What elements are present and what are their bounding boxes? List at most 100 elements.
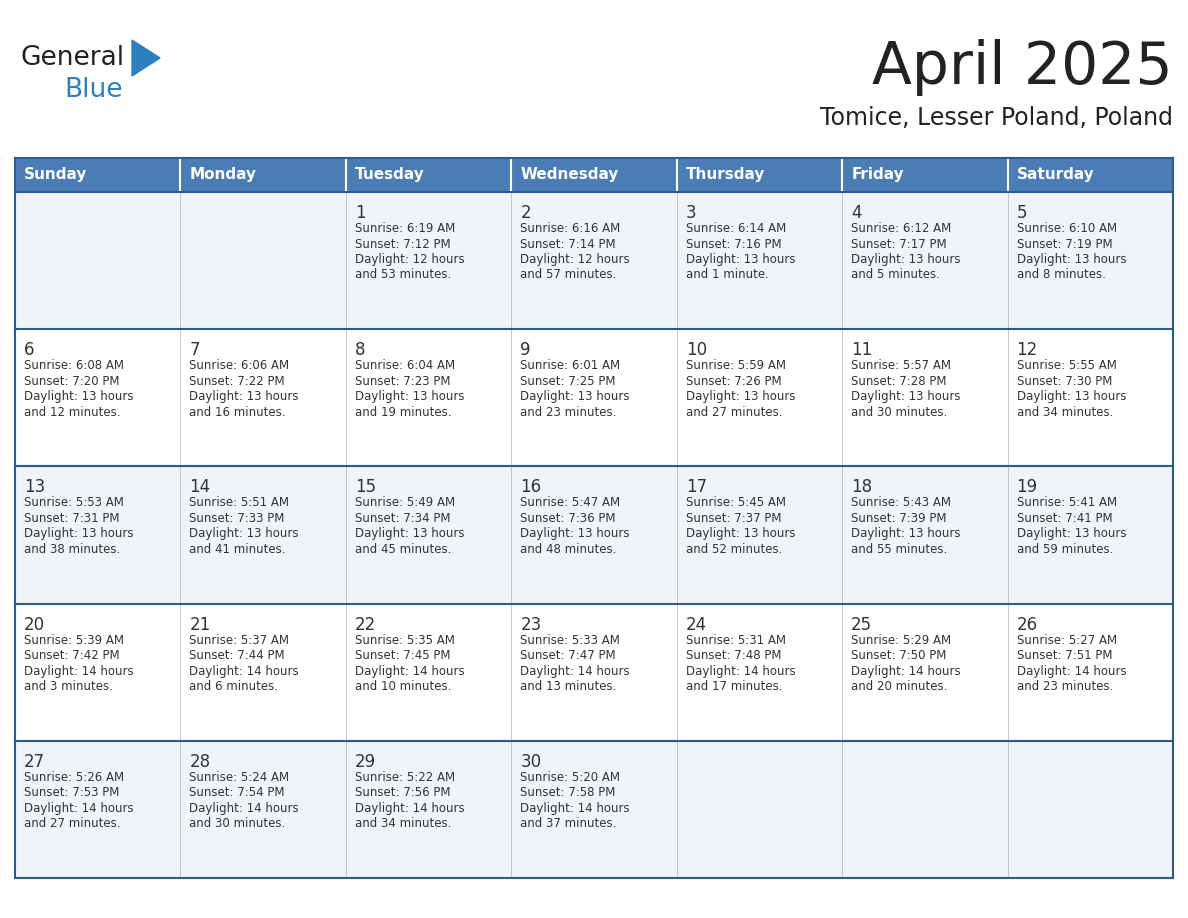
Text: Daylight: 14 hours: Daylight: 14 hours (189, 665, 299, 677)
Text: 2: 2 (520, 204, 531, 222)
Bar (677, 741, 842, 878)
Text: Daylight: 13 hours: Daylight: 13 hours (520, 528, 630, 541)
Text: and 38 minutes.: and 38 minutes. (24, 543, 120, 556)
Bar (346, 741, 511, 878)
Bar (15, 330, 181, 466)
Text: 3: 3 (685, 204, 696, 222)
Text: and 13 minutes.: and 13 minutes. (520, 680, 617, 693)
Text: Daylight: 14 hours: Daylight: 14 hours (1017, 665, 1126, 677)
Text: and 20 minutes.: and 20 minutes. (851, 680, 948, 693)
Text: Daylight: 13 hours: Daylight: 13 hours (520, 390, 630, 403)
Text: Sunrise: 6:06 AM: Sunrise: 6:06 AM (189, 359, 290, 372)
Text: and 23 minutes.: and 23 minutes. (1017, 680, 1113, 693)
Text: Sunrise: 6:10 AM: Sunrise: 6:10 AM (1017, 222, 1117, 235)
Text: Sunrise: 6:14 AM: Sunrise: 6:14 AM (685, 222, 786, 235)
Text: Sunrise: 5:45 AM: Sunrise: 5:45 AM (685, 497, 785, 509)
Text: 12: 12 (1017, 341, 1038, 359)
Text: 27: 27 (24, 753, 45, 771)
Text: Daylight: 13 hours: Daylight: 13 hours (1017, 528, 1126, 541)
Bar (511, 192, 677, 330)
Text: and 27 minutes.: and 27 minutes. (24, 817, 120, 830)
Text: Sunrise: 5:39 AM: Sunrise: 5:39 AM (24, 633, 124, 646)
Text: Sunrise: 5:27 AM: Sunrise: 5:27 AM (1017, 633, 1117, 646)
Bar (1007, 330, 1173, 466)
Bar (511, 466, 677, 604)
Text: Sunrise: 5:47 AM: Sunrise: 5:47 AM (520, 497, 620, 509)
Bar (1007, 158, 1173, 192)
Text: 21: 21 (189, 616, 210, 633)
Text: General: General (20, 45, 124, 71)
Text: 19: 19 (1017, 478, 1037, 497)
Text: and 27 minutes.: and 27 minutes. (685, 406, 782, 419)
Bar (1007, 192, 1173, 330)
Text: 28: 28 (189, 753, 210, 771)
Text: Daylight: 13 hours: Daylight: 13 hours (189, 528, 299, 541)
Bar (511, 604, 677, 741)
Bar (842, 466, 1007, 604)
Text: and 52 minutes.: and 52 minutes. (685, 543, 782, 556)
Bar (181, 604, 346, 741)
Text: Sunset: 7:42 PM: Sunset: 7:42 PM (24, 649, 120, 662)
Text: Sunset: 7:31 PM: Sunset: 7:31 PM (24, 512, 120, 525)
Text: Sunrise: 5:26 AM: Sunrise: 5:26 AM (24, 771, 124, 784)
Text: 11: 11 (851, 341, 872, 359)
Text: Sunset: 7:58 PM: Sunset: 7:58 PM (520, 787, 615, 800)
Text: Daylight: 12 hours: Daylight: 12 hours (355, 253, 465, 266)
Bar (15, 466, 181, 604)
Text: Sunset: 7:50 PM: Sunset: 7:50 PM (851, 649, 947, 662)
Text: Sunset: 7:53 PM: Sunset: 7:53 PM (24, 787, 119, 800)
Bar (15, 604, 181, 741)
Text: 6: 6 (24, 341, 34, 359)
Bar (346, 192, 511, 330)
Text: and 6 minutes.: and 6 minutes. (189, 680, 278, 693)
Text: Sunset: 7:51 PM: Sunset: 7:51 PM (1017, 649, 1112, 662)
Text: 24: 24 (685, 616, 707, 633)
Text: Daylight: 13 hours: Daylight: 13 hours (24, 390, 133, 403)
Text: Wednesday: Wednesday (520, 167, 619, 183)
Text: Daylight: 13 hours: Daylight: 13 hours (851, 390, 961, 403)
Text: Sunset: 7:47 PM: Sunset: 7:47 PM (520, 649, 615, 662)
Bar (346, 330, 511, 466)
Text: 25: 25 (851, 616, 872, 633)
Bar (181, 330, 346, 466)
Text: 5: 5 (1017, 204, 1028, 222)
Text: Sunset: 7:41 PM: Sunset: 7:41 PM (1017, 512, 1112, 525)
Text: Sunset: 7:19 PM: Sunset: 7:19 PM (1017, 238, 1112, 251)
Text: 7: 7 (189, 341, 200, 359)
Bar (181, 466, 346, 604)
Text: April 2025: April 2025 (872, 39, 1173, 96)
Text: Sunrise: 5:51 AM: Sunrise: 5:51 AM (189, 497, 290, 509)
Text: Thursday: Thursday (685, 167, 765, 183)
Text: 22: 22 (355, 616, 377, 633)
Bar (181, 158, 346, 192)
Text: Sunset: 7:56 PM: Sunset: 7:56 PM (355, 787, 450, 800)
Text: Tomice, Lesser Poland, Poland: Tomice, Lesser Poland, Poland (820, 106, 1173, 130)
Text: and 17 minutes.: and 17 minutes. (685, 680, 782, 693)
Bar (842, 192, 1007, 330)
Text: Sunrise: 5:22 AM: Sunrise: 5:22 AM (355, 771, 455, 784)
Bar (346, 158, 511, 192)
Text: Daylight: 14 hours: Daylight: 14 hours (520, 665, 630, 677)
Text: and 55 minutes.: and 55 minutes. (851, 543, 947, 556)
Text: Sunset: 7:23 PM: Sunset: 7:23 PM (355, 375, 450, 387)
Text: 18: 18 (851, 478, 872, 497)
Text: Sunset: 7:30 PM: Sunset: 7:30 PM (1017, 375, 1112, 387)
Text: Sunset: 7:28 PM: Sunset: 7:28 PM (851, 375, 947, 387)
Bar (511, 158, 677, 192)
Text: Daylight: 14 hours: Daylight: 14 hours (24, 801, 133, 815)
Text: 8: 8 (355, 341, 366, 359)
Text: Sunrise: 5:29 AM: Sunrise: 5:29 AM (851, 633, 952, 646)
Text: Daylight: 13 hours: Daylight: 13 hours (1017, 253, 1126, 266)
Text: Sunset: 7:39 PM: Sunset: 7:39 PM (851, 512, 947, 525)
Text: and 8 minutes.: and 8 minutes. (1017, 268, 1106, 282)
Text: Daylight: 14 hours: Daylight: 14 hours (355, 801, 465, 815)
Text: Tuesday: Tuesday (355, 167, 424, 183)
Bar (181, 741, 346, 878)
Text: Daylight: 13 hours: Daylight: 13 hours (189, 390, 299, 403)
Bar (1007, 741, 1173, 878)
Text: Sunrise: 5:49 AM: Sunrise: 5:49 AM (355, 497, 455, 509)
Bar (346, 466, 511, 604)
Text: Sunrise: 5:59 AM: Sunrise: 5:59 AM (685, 359, 785, 372)
Text: and 16 minutes.: and 16 minutes. (189, 406, 286, 419)
Text: Daylight: 14 hours: Daylight: 14 hours (24, 665, 133, 677)
